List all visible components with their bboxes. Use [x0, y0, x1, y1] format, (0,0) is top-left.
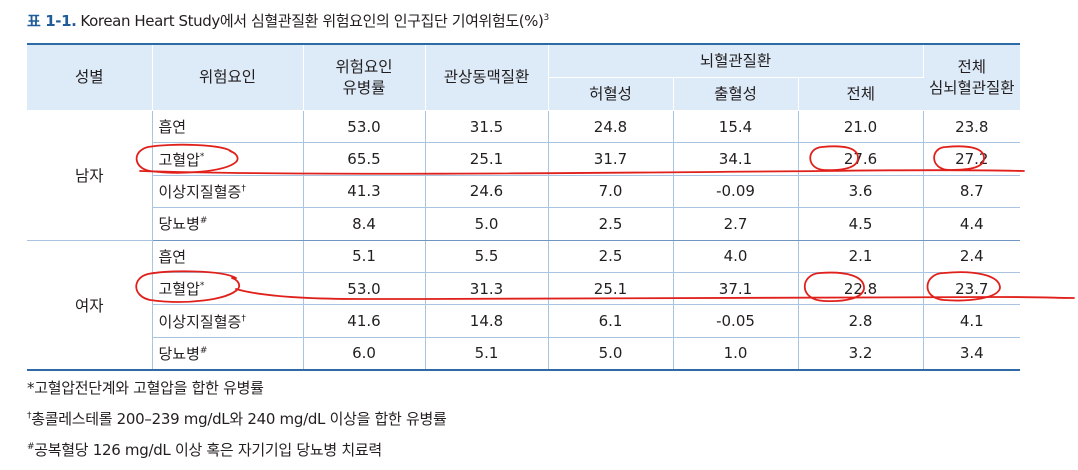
- value-cell: 8.7: [922, 175, 1021, 209]
- table-row: 이상지질혈증† 41.6 14.8 6.1 -0.05 2.8 4.1: [27, 304, 1021, 338]
- value-cell: 37.1: [672, 272, 798, 306]
- value-cell: 14.8: [424, 304, 548, 338]
- value-cell: 2.8: [797, 304, 924, 338]
- footnote-diabetes: #공복혈당 126 mg/dL 이상 혹은 자기기입 당뇨병 치료력: [27, 441, 382, 459]
- value-cell: 5.1: [424, 337, 548, 371]
- value-cell: 3.6: [797, 175, 924, 209]
- header-prevalence: 위험요인 유병률: [303, 44, 426, 111]
- value-cell: 4.0: [672, 240, 798, 273]
- value-cell: -0.05: [672, 304, 798, 338]
- value-cell: -0.09: [672, 175, 798, 209]
- value-cell: 24.6: [424, 175, 548, 209]
- value-cell: 24.8: [547, 110, 673, 144]
- value-cell: 23.7: [922, 272, 1021, 306]
- value-cell: 3.2: [797, 337, 924, 371]
- value-cell: 2.5: [547, 240, 673, 273]
- factor-cell: 당뇨병#: [151, 207, 303, 241]
- table-row: 고혈압* 53.0 31.3 25.1 37.1 22.8 23.7: [27, 272, 1021, 306]
- value-cell: 15.4: [672, 110, 798, 144]
- header-total-cvd: 전체 심뇌혈관질환: [923, 44, 1021, 111]
- factor-cell: 이상지질혈증†: [151, 175, 303, 209]
- sex-cell-male: 남자: [27, 110, 152, 241]
- value-cell: 4.4: [922, 207, 1021, 241]
- value-cell: 6.0: [302, 337, 425, 371]
- value-cell: 1.0: [672, 337, 798, 371]
- value-cell: 31.5: [424, 110, 548, 144]
- factor-cell: 당뇨병#: [151, 337, 303, 371]
- factor-cell: 고혈압*: [151, 272, 303, 306]
- value-cell: 8.4: [302, 207, 425, 241]
- value-cell: 27.6: [797, 142, 924, 176]
- header-chd: 관상동맥질환: [425, 44, 549, 111]
- factor-cell: 고혈압*: [151, 142, 303, 176]
- footnote-dyslipidemia: †총콜레스테롤 200–239 mg/dL와 240 mg/dL 이상을 합한 …: [27, 410, 447, 428]
- table-body: 남자 흡연 53.0 31.5 24.8 15.4 21.0 23.8 고혈압*…: [27, 110, 1021, 371]
- caption-text: Korean Heart Study에서 심혈관질환 위험요인의 인구집단 기여…: [80, 12, 544, 30]
- risk-factor-table: 성별 위험요인 위험요인 유병률 관상동맥질환 뇌혈관질환 전체 심뇌혈관질환 …: [27, 43, 1021, 372]
- value-cell: 31.7: [547, 142, 673, 176]
- value-cell: 34.1: [672, 142, 798, 176]
- table-row: 고혈압* 65.5 25.1 31.7 34.1 27.6 27.2: [27, 142, 1021, 176]
- header-stroke-group: 뇌혈관질환: [548, 44, 924, 78]
- factor-cell: 이상지질혈증†: [151, 304, 303, 338]
- table-row: 남자 흡연 53.0 31.5 24.8 15.4 21.0 23.8: [27, 110, 1021, 241]
- header-stroke-total: 전체: [798, 77, 924, 111]
- header-ischemic: 허혈성: [548, 77, 674, 111]
- value-cell: 5.0: [547, 337, 673, 371]
- header-total-cvd-line1: 전체: [957, 57, 987, 76]
- sex-cell-female: 여자: [27, 240, 152, 371]
- value-cell: 2.1: [797, 240, 924, 273]
- value-cell: 6.1: [547, 304, 673, 338]
- value-cell: 25.1: [424, 142, 548, 176]
- value-cell: 23.8: [922, 110, 1021, 144]
- value-cell: 2.7: [672, 207, 798, 241]
- value-cell: 53.0: [302, 272, 425, 306]
- value-cell: 65.5: [302, 142, 425, 176]
- value-cell: 5.5: [424, 240, 548, 273]
- value-cell: 4.1: [922, 304, 1021, 338]
- value-cell: 21.0: [797, 110, 924, 144]
- value-cell: 41.6: [302, 304, 425, 338]
- footnotes: *고혈압전단계와 고혈압을 합한 유병률 †총콜레스테롤 200–239 mg/…: [27, 374, 447, 464]
- table-caption: 표 1-1. Korean Heart Study에서 심혈관질환 위험요인의 인…: [27, 10, 549, 31]
- value-cell: 41.3: [302, 175, 425, 209]
- value-cell: 31.3: [424, 272, 548, 306]
- value-cell: 2.4: [922, 240, 1021, 273]
- factor-cell: 흡연: [151, 110, 303, 144]
- value-cell: 2.5: [547, 207, 673, 241]
- header-prevalence-line1: 위험요인: [335, 57, 393, 76]
- table-row: 당뇨병# 6.0 5.1 5.0 1.0 3.2 3.4: [27, 337, 1021, 371]
- value-cell: 7.0: [547, 175, 673, 209]
- value-cell: 5.1: [302, 240, 425, 273]
- header-total-cvd-line2: 심뇌혈관질환: [929, 78, 1015, 97]
- value-cell: 27.2: [922, 142, 1021, 176]
- caption-ref: 3: [543, 13, 549, 23]
- table-row: 당뇨병# 8.4 5.0 2.5 2.7 4.5 4.4: [27, 207, 1021, 241]
- table-row: 여자 흡연 5.1 5.5 2.5 4.0 2.1 2.4: [27, 240, 1021, 371]
- value-cell: 5.0: [424, 207, 548, 241]
- header-prevalence-line2: 유병률: [342, 78, 386, 97]
- footnote-hypertension: *고혈압전단계와 고혈압을 합한 유병률: [27, 379, 264, 397]
- table-row: 이상지질혈증† 41.3 24.6 7.0 -0.09 3.6 8.7: [27, 175, 1021, 209]
- value-cell: 53.0: [302, 110, 425, 144]
- value-cell: 3.4: [922, 337, 1021, 371]
- value-cell: 22.8: [797, 272, 924, 306]
- value-cell: 4.5: [797, 207, 924, 241]
- header-hemorrhagic: 출혈성: [673, 77, 799, 111]
- header-factor: 위험요인: [152, 44, 304, 111]
- value-cell: 25.1: [547, 272, 673, 306]
- factor-cell: 흡연: [151, 240, 303, 273]
- caption-number: 표 1-1.: [27, 12, 77, 30]
- header-sex: 성별: [27, 44, 153, 111]
